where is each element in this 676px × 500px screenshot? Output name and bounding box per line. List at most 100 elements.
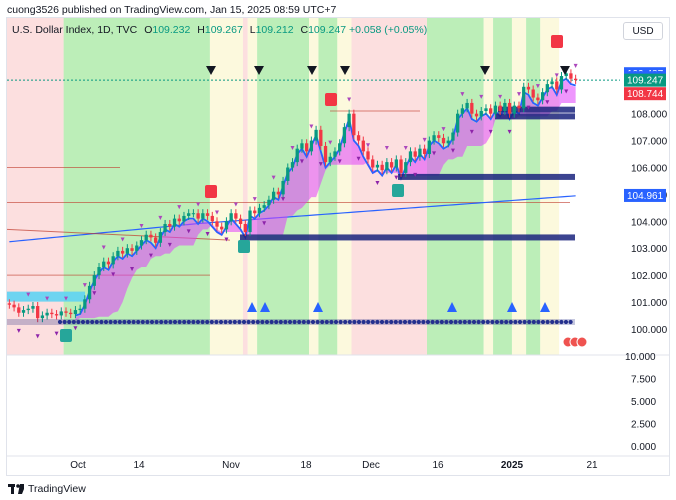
volume-dot: [416, 319, 421, 325]
candle-body: [371, 159, 375, 168]
background-band: [337, 18, 352, 355]
candle-body: [413, 151, 417, 157]
small-sell-marker: [139, 223, 144, 229]
candle-body: [456, 113, 460, 133]
volume-dot: [370, 319, 375, 325]
y-tick-label-lower: 0.000: [631, 442, 656, 453]
small-buy-marker: [356, 156, 361, 161]
moving-average-line: [9, 195, 576, 243]
small-sell-marker: [158, 215, 163, 220]
small-buy-marker: [526, 105, 531, 110]
candle-body: [418, 148, 422, 157]
candle-body: [427, 140, 432, 155]
background-band: [526, 18, 541, 355]
candle-body: [361, 140, 365, 152]
candle-body: [399, 159, 403, 173]
volume-dot: [384, 319, 389, 325]
volume-dot: [324, 319, 329, 325]
small-sell-marker: [252, 197, 257, 202]
small-sell-marker: [573, 63, 578, 68]
small-buy-marker: [469, 129, 474, 134]
candle-body: [404, 162, 408, 173]
small-buy-marker: [262, 221, 267, 226]
volume-dot: [412, 319, 417, 325]
candle-body: [12, 304, 16, 308]
candle-body: [196, 213, 200, 219]
volume-dot: [159, 319, 164, 325]
candle-body: [441, 137, 446, 144]
x-tick-label: 16: [432, 460, 444, 471]
x-tick-label: 2025: [501, 460, 524, 471]
candle-body: [205, 213, 210, 216]
y-tick-label-lower: 5.000: [631, 397, 656, 408]
small-buy-marker: [318, 162, 323, 167]
volume-band: [7, 319, 575, 325]
candle-body: [40, 315, 45, 319]
volume-dot: [379, 319, 385, 325]
volume-dot: [76, 319, 81, 325]
volume-dot: [320, 319, 325, 325]
small-buy-marker: [394, 175, 399, 180]
symbol-legend: U.S. Dollar Index, 1D, TVC O109.232 H109…: [12, 24, 427, 36]
small-buy-marker: [564, 89, 569, 94]
candle-body: [366, 151, 370, 160]
volume-dot: [522, 319, 527, 325]
volume-dot: [545, 319, 550, 325]
x-tick-label: Oct: [70, 460, 86, 471]
volume-dot: [90, 319, 95, 325]
volume-dot: [398, 319, 403, 325]
volume-dot: [177, 319, 182, 325]
volume-dot: [361, 319, 366, 325]
currency-button[interactable]: USD: [623, 22, 663, 40]
candle-body: [309, 140, 314, 152]
y-tick-label: 101.000: [631, 298, 668, 309]
small-buy-marker: [488, 129, 493, 134]
price-tag-label: 104.961: [627, 191, 664, 202]
candle-body: [234, 213, 238, 219]
candle-body: [50, 312, 54, 315]
candle-body: [253, 210, 257, 214]
close-label: C: [300, 24, 309, 36]
candle-body: [125, 248, 129, 254]
volume-dot: [283, 319, 288, 325]
small-buy-marker: [54, 331, 59, 336]
resistance-ribbon: [495, 113, 575, 120]
volume-dot: [485, 319, 490, 325]
volume-dot: [389, 319, 394, 325]
volume-dot: [136, 319, 141, 325]
volume-dot: [67, 319, 72, 325]
volume-dot: [499, 319, 504, 325]
background-band: [318, 18, 338, 355]
candle-body: [300, 143, 304, 149]
candle-body: [389, 162, 394, 168]
low-label: L: [249, 24, 256, 36]
volume-dot: [237, 319, 242, 325]
candle-body: [238, 218, 243, 224]
chart-frame: [6, 17, 670, 476]
small-buy-marker: [167, 242, 172, 247]
candle-body: [460, 108, 465, 114]
small-sell-marker: [498, 94, 503, 99]
volume-dot: [517, 319, 523, 325]
sell-arrow-marker: [206, 66, 216, 75]
candle-body: [573, 78, 578, 81]
candle-body: [78, 308, 82, 311]
candle-body: [465, 102, 469, 109]
volume-dot: [513, 319, 518, 325]
candle-body: [31, 306, 35, 309]
publisher-line: cuong3526 published on TradingView.com, …: [7, 4, 337, 16]
candle-body: [87, 285, 92, 300]
small-sell-marker: [517, 92, 522, 97]
small-sell-marker: [403, 145, 408, 151]
candle-body: [120, 250, 125, 254]
volume-dot: [462, 319, 467, 325]
candle-body: [69, 312, 73, 315]
volume-dot: [241, 319, 247, 325]
candle-body: [210, 215, 214, 222]
volume-dot: [260, 319, 265, 325]
volume-dot: [218, 319, 224, 325]
y-tick-label: 106.000: [631, 164, 668, 175]
volume-dot: [490, 319, 495, 325]
candle-body: [153, 237, 158, 243]
